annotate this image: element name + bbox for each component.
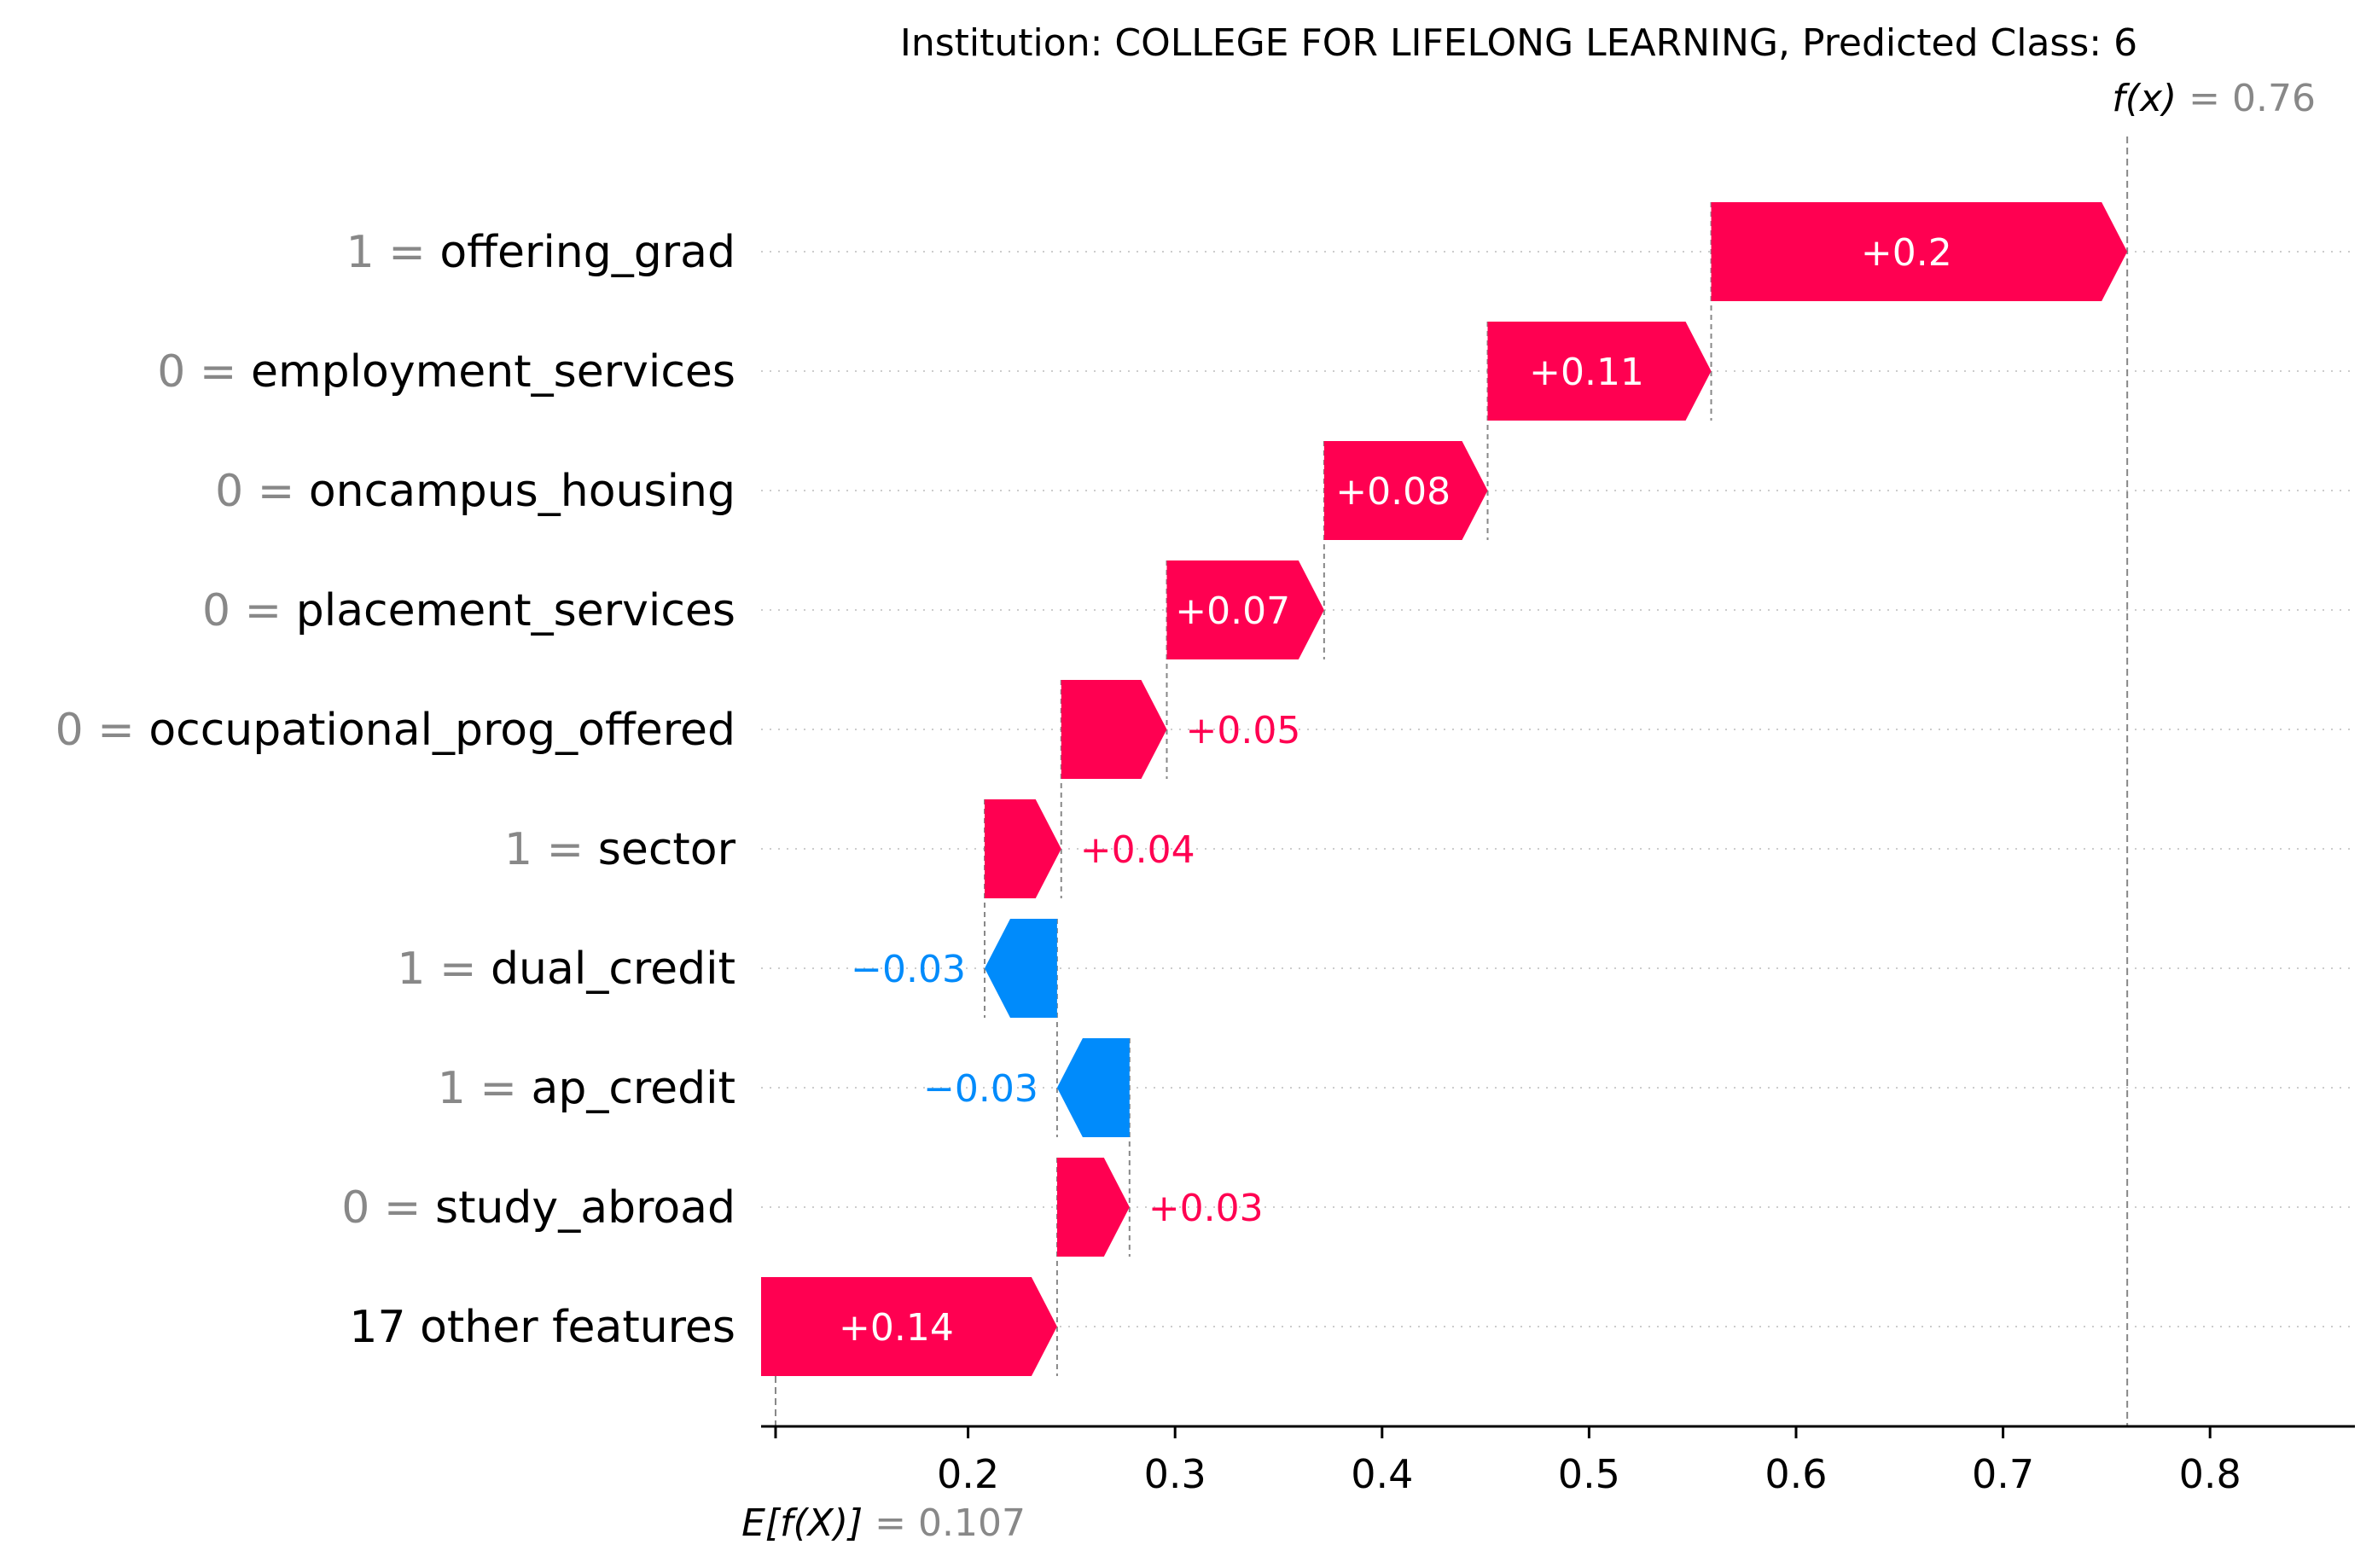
x-tick-label: 0.5 [1558, 1451, 1620, 1497]
contribution-label: +0.14 [839, 1306, 954, 1350]
expected-value-value: 0.107 [918, 1501, 1026, 1545]
expected-value-equals: = [875, 1501, 918, 1545]
feature-name: sector [598, 824, 736, 875]
x-tick-label: 0.8 [2179, 1451, 2241, 1497]
feature-label: 0 = oncampus_housing [215, 466, 735, 517]
feature-label: 1 = sector [504, 824, 736, 875]
feature-label: 1 = dual_credit [397, 944, 735, 995]
feature-value: 0 = [202, 585, 296, 636]
feature-bars: +0.2 +0.11 +0.08 +0.07 +0.05 +0.04 −0.03 −0.03 +… [761, 202, 2128, 1376]
contribution-label: +0.03 [1148, 1187, 1264, 1230]
feature-value: 1 = [504, 824, 598, 875]
feature-bar-dual_credit [985, 919, 1057, 1018]
connector-lines [774, 136, 2129, 1426]
contribution-label: +0.08 [1335, 470, 1451, 514]
feature-bar-sector [985, 799, 1061, 898]
feature-name: ap_credit [531, 1063, 735, 1114]
contribution-label: +0.05 [1185, 709, 1300, 752]
contribution-label: +0.07 [1175, 589, 1290, 633]
feature-name: occupational_prog_offered [148, 705, 735, 756]
feature-value: 0 = [157, 346, 251, 398]
feature-name: 17 other features [349, 1302, 735, 1353]
expected-value-name: E[f(X)] [741, 1501, 863, 1545]
chart-title: Institution: COLLEGE FOR LIFELONG LEARNI… [900, 21, 2137, 65]
feature-name: offering_grad [439, 227, 735, 278]
fx-label-value: 0.76 [2232, 77, 2316, 120]
feature-label: 1 = offering_grad [346, 227, 735, 278]
expected-value-label: E[f(X)] = 0.107 [741, 1501, 1026, 1545]
feature-label: 1 = ap_credit [438, 1063, 735, 1114]
feature-value: 1 = [397, 944, 491, 995]
feature-name: dual_credit [491, 944, 735, 995]
feature-bar-placement_services [1166, 560, 1324, 659]
x-axis: 0.2 0.3 0.4 0.5 0.6 0.7 0.8 [761, 1425, 2355, 1497]
feature-bar-oncampus_housing [1323, 441, 1488, 540]
x-tick-label: 0.2 [937, 1451, 999, 1497]
feature-bar-ap_credit [1056, 1038, 1130, 1137]
fx-label-name: f(x) [2112, 77, 2177, 120]
feature-name: study_abroad [435, 1182, 735, 1234]
feature-name: placement_services [296, 585, 735, 636]
feature-bar-offering_grad [1711, 202, 2128, 301]
fx-label-equals: = [2189, 77, 2232, 120]
feature-value: 1 = [438, 1063, 532, 1114]
x-tick-label: 0.3 [1144, 1451, 1206, 1497]
contribution-label: −0.03 [923, 1067, 1038, 1111]
x-tick-label: 0.4 [1351, 1451, 1413, 1497]
feature-label: 0 = study_abroad [341, 1182, 735, 1234]
fx-label: f(x) = 0.76 [2112, 77, 2316, 120]
feature-label: 0 = occupational_prog_offered [55, 705, 735, 756]
contribution-label: +0.2 [1861, 231, 1952, 275]
feature-name: oncampus_housing [309, 466, 735, 517]
feature-value: 0 = [55, 705, 149, 756]
contribution-label: +0.11 [1529, 351, 1644, 394]
feature-bar-occupational_prog_offered [1061, 680, 1167, 779]
feature-value: 0 = [215, 466, 309, 517]
feature-bar-employment_services [1487, 322, 1712, 421]
feature-bar-study_abroad [1056, 1158, 1130, 1257]
feature-label: 0 = placement_services [202, 585, 735, 636]
feature-value: 1 = [346, 227, 440, 278]
x-tick-label: 0.7 [1972, 1451, 2034, 1497]
feature-label: 17 other features [349, 1302, 735, 1353]
feature-value: 0 = [341, 1182, 435, 1234]
contribution-label: +0.04 [1080, 828, 1195, 872]
feature-label: 0 = employment_services [157, 346, 735, 398]
feature-bar-17-other-features [761, 1277, 1057, 1376]
feature-name: employment_services [251, 346, 735, 398]
x-tick-label: 0.6 [1764, 1451, 1827, 1497]
feature-labels: 1 = offering_grad 0 = employment_services… [55, 227, 736, 1353]
contribution-label: −0.03 [851, 948, 966, 991]
